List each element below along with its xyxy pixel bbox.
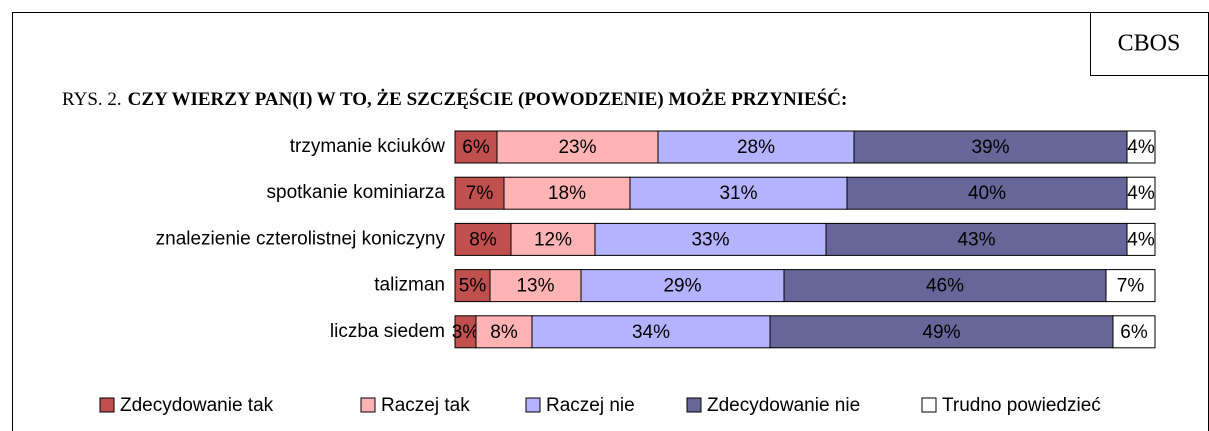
value-label: 29% [663, 276, 701, 297]
source: CBOS [1118, 31, 1181, 57]
value-label: 7% [466, 183, 494, 204]
bar-segment [496, 130, 659, 164]
bar-segment [1105, 269, 1156, 303]
value-label: 4% [1127, 183, 1155, 204]
bar-segment [825, 222, 1128, 256]
source-box [1090, 12, 1209, 76]
legend-label: Raczej tak [381, 395, 470, 416]
value-label: 6% [462, 137, 490, 158]
bar-segment [783, 269, 1107, 303]
value-label: 28% [737, 137, 775, 158]
value-label: 13% [516, 276, 554, 297]
bar-segment [580, 269, 785, 303]
title-label: RYS. 2. [62, 89, 122, 110]
value-label: 23% [558, 137, 596, 158]
category-label: spotkanie kominiarza [267, 182, 446, 203]
value-label: 39% [971, 137, 1009, 158]
value-label: 7% [1117, 276, 1145, 297]
bar-segment [454, 222, 512, 256]
legend-label: Zdecydowanie tak [120, 395, 274, 416]
bar-segment [1112, 315, 1156, 349]
bar-segment [657, 130, 855, 164]
bar-segment [531, 315, 771, 349]
legend-label: Raczej nie [546, 395, 635, 416]
legend-label: Trudno powiedzieć [942, 395, 1101, 416]
value-label: 34% [632, 322, 670, 343]
bar-segment [846, 176, 1128, 210]
value-label: 18% [548, 183, 586, 204]
bar-segment [1126, 130, 1156, 164]
bar-segment [594, 222, 827, 256]
value-label: 4% [1127, 137, 1155, 158]
value-label: 40% [968, 183, 1006, 204]
value-label: 31% [719, 183, 757, 204]
value-label: 6% [1120, 322, 1148, 343]
category-label: talizman [374, 275, 445, 296]
value-label: 46% [926, 276, 964, 297]
category-label: znalezienie czterolistnej koniczyny [156, 228, 446, 249]
value-label: 12% [534, 229, 572, 250]
value-label: 3% [452, 322, 480, 343]
title-text: CZY WIERZY PAN(I) W TO, ŻE SZCZĘŚCIE (PO… [128, 88, 848, 110]
bar-segment [454, 269, 491, 303]
value-label: 33% [691, 229, 729, 250]
frame [12, 12, 1209, 431]
legend-swatch [686, 397, 702, 413]
bar-segment [1126, 176, 1156, 210]
value-label: 5% [459, 276, 487, 297]
legend-swatch [99, 397, 115, 413]
bar-segment [1126, 222, 1156, 256]
value-label: 43% [957, 229, 995, 250]
category-label: trzymanie kciuków [290, 136, 445, 157]
legend-label: Zdecydowanie nie [707, 395, 860, 416]
value-label: 8% [490, 322, 518, 343]
bar-segment [475, 315, 533, 349]
value-label: 49% [922, 322, 960, 343]
legend-swatch [921, 397, 937, 413]
bar-segment [489, 269, 582, 303]
chart-title: RYS. 2. CZY WIERZY PAN(I) W TO, ŻE SZCZĘŚ… [62, 88, 847, 110]
value-label: 8% [469, 229, 497, 250]
category-label: liczba siedem [330, 321, 445, 342]
value-label: 4% [1127, 229, 1155, 250]
legend-swatch [360, 397, 376, 413]
legend-swatch [525, 397, 541, 413]
